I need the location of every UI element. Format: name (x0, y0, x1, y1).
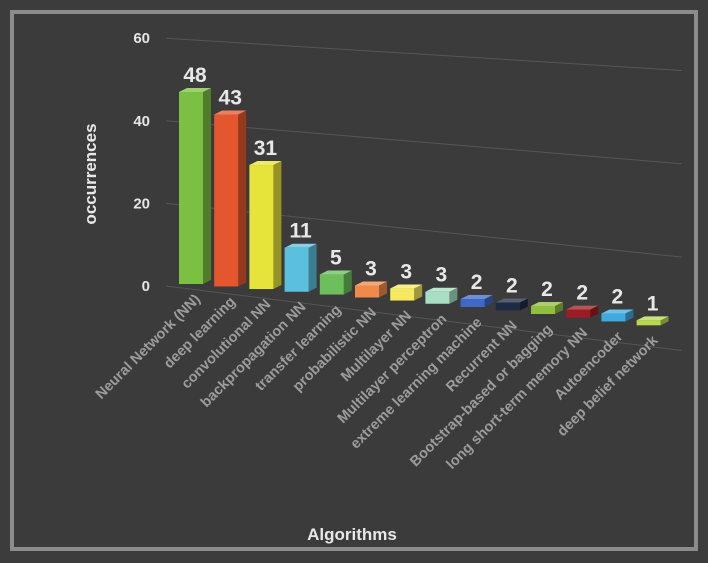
bar-front (495, 302, 520, 311)
bar-top (495, 298, 528, 303)
bar-side (308, 243, 317, 292)
bar-front (425, 291, 450, 304)
bar-front (355, 285, 379, 298)
category-label: Bootstrap-based or bagging (407, 322, 556, 471)
bars (179, 88, 669, 326)
bar-side (343, 270, 352, 295)
bar-top (355, 281, 387, 286)
data-label: 1 (647, 292, 659, 315)
y-axis-title: occurrences (81, 123, 100, 224)
bar (566, 305, 599, 318)
bar (601, 309, 634, 322)
data-label: 5 (330, 247, 342, 270)
bar (284, 243, 317, 292)
data-label: 2 (576, 282, 588, 305)
bar-front (249, 165, 274, 290)
bar-front (319, 274, 344, 295)
y-tick-label: 60 (133, 30, 150, 47)
bar-side (449, 287, 458, 304)
category-labels: Neural Network (NN)deep learningconvolut… (93, 291, 662, 472)
bar-top (425, 287, 458, 292)
data-label: 11 (289, 220, 312, 243)
bar-side (379, 281, 387, 298)
bar-top (214, 110, 247, 115)
category-label: Autoencoder (552, 329, 627, 404)
bar (460, 295, 493, 308)
data-label: 48 (183, 64, 207, 87)
bar-side (660, 316, 669, 326)
bar-front (284, 247, 309, 292)
data-label: 2 (612, 285, 624, 308)
x-axis-title: Algorithms (307, 525, 397, 544)
bar-top (390, 284, 423, 289)
bar-front (390, 288, 415, 301)
y-tick-label: 0 (142, 278, 150, 295)
data-label: 3 (400, 261, 412, 284)
bar-front (601, 313, 626, 322)
data-label: 31 (254, 137, 278, 160)
y-tick-label: 40 (133, 113, 150, 130)
bar (179, 88, 211, 284)
data-label: 3 (436, 264, 448, 287)
bar (249, 161, 282, 290)
data-label: 3 (365, 258, 377, 281)
data-label: 2 (471, 271, 483, 294)
bar-top (179, 88, 211, 92)
chart-frame: 0 20 40 60 48 43 31 11 5 3 3 3 2 2 2 2 2 1 Neural Networ… (10, 10, 698, 551)
bar (355, 281, 387, 298)
bar-top (319, 270, 352, 275)
data-label: 43 (219, 86, 242, 109)
bar (390, 284, 423, 301)
bar-side (238, 110, 247, 287)
bar (495, 298, 528, 311)
bar-front (566, 309, 591, 318)
category-label: long short-term memory NN (444, 325, 591, 472)
y-axis-ticks: 0 20 40 60 (133, 30, 150, 295)
gridline (165, 120, 683, 165)
bar-top (601, 309, 634, 314)
bar-top (284, 243, 317, 248)
data-label: 2 (541, 278, 553, 301)
bar (425, 287, 458, 304)
gridline (165, 37, 683, 71)
bar-front (214, 114, 239, 287)
bar-front (531, 306, 555, 314)
bar (319, 270, 352, 295)
data-label: 2 (506, 274, 518, 297)
bar-top (249, 161, 282, 166)
y-tick-label: 20 (133, 195, 150, 212)
bar-side (203, 88, 211, 284)
bar-front (636, 320, 661, 326)
bar-top (531, 302, 563, 306)
bar-front (179, 92, 203, 284)
bar (636, 316, 669, 326)
bar (531, 302, 563, 314)
bar-top (460, 295, 493, 300)
bar-top (636, 316, 669, 321)
bar-side (273, 161, 282, 290)
bar-side (414, 284, 423, 301)
bar (214, 110, 247, 287)
bar-front (460, 299, 485, 308)
gridline (165, 285, 683, 351)
bar-top (566, 305, 599, 310)
